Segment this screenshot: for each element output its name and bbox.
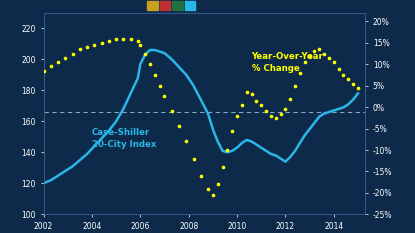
Text: Case-Shiller
20-City Index: Case-Shiller 20-City Index [92, 128, 156, 149]
Bar [185, 0, 195, 10]
Bar [172, 0, 183, 10]
Text: Year-Over-Year
% Change: Year-Over-Year % Change [251, 52, 323, 72]
Bar [147, 0, 158, 10]
Bar [160, 0, 170, 10]
